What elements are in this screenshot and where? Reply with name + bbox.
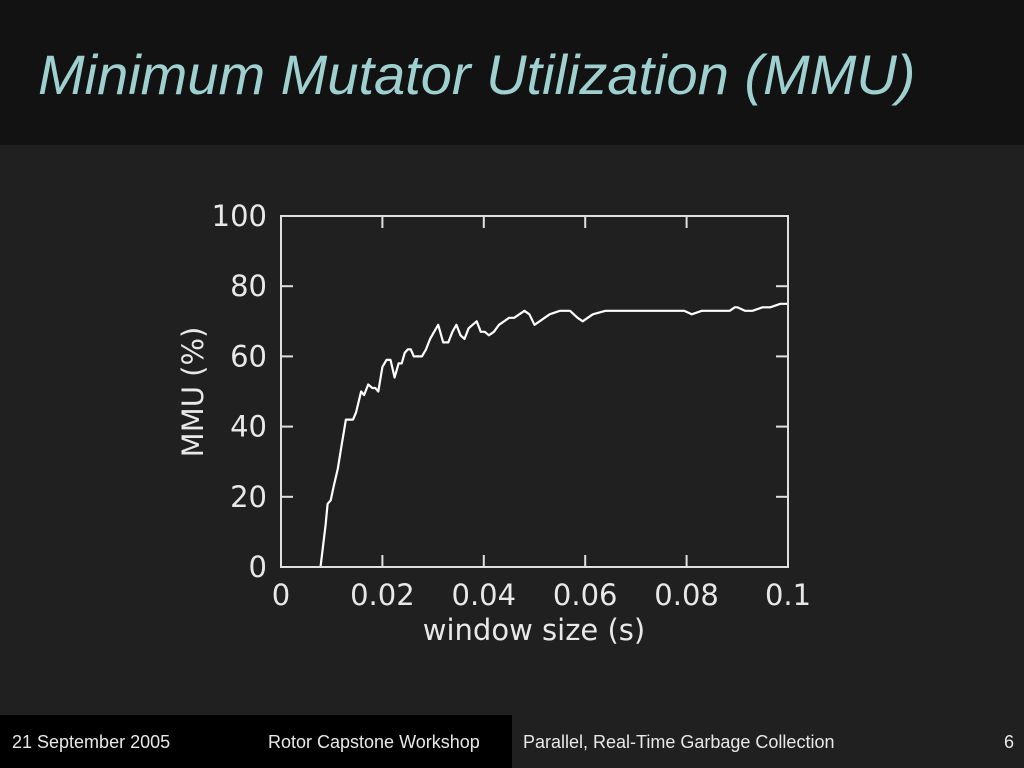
x-tick-label: 0 xyxy=(272,578,290,612)
y-tick-label: 60 xyxy=(230,339,267,373)
x-axis-label: window size (s) xyxy=(423,613,645,647)
mmu-chart: 0 0.02 0.04 0.06 0.08 0.1 0 20 40 60 80 100 window … xyxy=(176,199,811,647)
y-tick-label: 100 xyxy=(212,199,267,233)
x-tick-label: 0.02 xyxy=(350,578,415,612)
x-tick-label: 0.04 xyxy=(452,578,517,612)
footer-page-number: 6 xyxy=(1003,732,1014,752)
y-tick-label: 20 xyxy=(230,480,267,514)
footer-right-panel xyxy=(512,715,1024,768)
footer: 21 September 2005 Rotor Capstone Worksho… xyxy=(0,715,1024,768)
y-axis-label: MMU (%) xyxy=(176,327,210,458)
title-bar: Minimum Mutator Utilization (MMU) xyxy=(0,0,1024,145)
x-tick-label: 0.08 xyxy=(654,578,719,612)
y-tick-label: 80 xyxy=(230,269,267,303)
plot-frame xyxy=(280,215,789,568)
footer-talk-title: Parallel, Real-Time Garbage Collection xyxy=(523,732,835,752)
y-tick-label: 0 xyxy=(249,550,267,584)
x-tick-label: 0.1 xyxy=(765,578,811,612)
ticks-layer xyxy=(280,215,789,568)
chart-svg: 0 0.02 0.04 0.06 0.08 0.1 0 20 40 60 80 100 window … xyxy=(176,199,811,647)
tick-labels: 0 0.02 0.04 0.06 0.08 0.1 0 20 40 60 80 100 xyxy=(212,199,811,612)
footer-date: 21 September 2005 xyxy=(12,732,171,752)
slide-title: Minimum Mutator Utilization (MMU) xyxy=(38,43,916,106)
x-tick-label: 0.06 xyxy=(553,578,618,612)
mmu-series-line xyxy=(319,302,788,568)
y-tick-label: 40 xyxy=(230,410,267,444)
footer-event: Rotor Capstone Workshop xyxy=(268,732,480,752)
